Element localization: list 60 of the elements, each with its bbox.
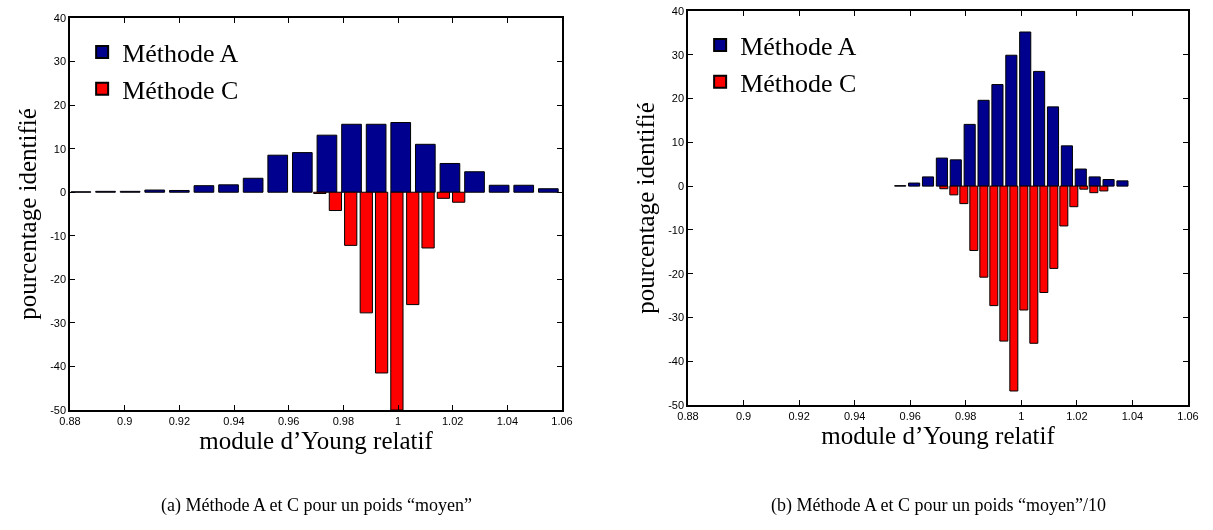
y-tick-label: 0 [677,179,685,192]
text: (a) Méthode A et C pour un poids “moyen” [161,495,472,516]
bar [513,184,535,193]
y-tick-label: -30 [668,311,685,324]
y-axis-title: pourcentage identifié [632,102,660,314]
bar [935,157,948,187]
legend-label: Méthode A [740,32,857,62]
y-axis-title: pourcentage identifié [14,108,42,320]
x-tick-label: 1.06 [551,414,573,427]
y-tick-label: -30 [50,316,67,329]
x-tick-label: 0.98 [332,414,355,427]
x-tick-label: 0.96 [899,409,921,422]
x-tick-label: 1.04 [496,414,519,427]
bar [242,177,264,193]
x-tick-label: 0.88 [677,409,699,422]
x-tick-label: 0.98 [955,409,977,422]
bar [218,184,239,193]
x-tick-label: 0.92 [168,414,191,427]
y-tick-label: -20 [668,267,685,280]
y-tick-label: -40 [668,355,685,368]
x-tick-label: 1.06 [1177,409,1199,422]
x-tick-label: 0.9 [117,414,133,427]
x-tick-label: 0.94 [223,414,245,427]
bar [193,185,215,193]
y-tick-label: 20 [53,98,67,111]
y-tick-label: 0 [59,186,67,199]
y-tick-label: -10 [50,229,67,242]
y-tick-label: 40 [53,11,67,24]
y-tick-label: -50 [50,403,67,416]
legend-label: Méthode C [122,75,239,105]
bar [267,154,289,193]
x-tick-label: 1.02 [441,414,464,427]
y-tick-label: 30 [53,55,67,68]
text: (b) Méthode A et C pour un poids “moyen”/10 [771,495,1106,516]
x-tick-label: 0.88 [59,414,81,427]
y-tick-label: -40 [50,360,67,373]
x-tick-label: 0.96 [277,414,300,427]
x-tick-label: 1 [394,414,402,427]
y-tick-label: 10 [53,142,67,155]
y-tick-label: 20 [671,92,685,105]
legend-label: Méthode C [740,68,857,98]
x-tick-label: 0.94 [843,409,866,422]
x-axis-title: module d’Young relatif [821,422,1056,450]
y-tick-label: 10 [671,136,685,149]
x-tick-label: 1 [1018,409,1025,422]
y-tick-label: -50 [668,398,685,411]
bar [144,189,166,193]
bar [908,182,921,187]
y-tick-label: 40 [671,4,685,17]
y-tick-label: -20 [50,273,67,286]
x-tick-label: 1.02 [1066,409,1088,422]
x-axis-title: module d’Young relatif [199,427,434,455]
bar [921,176,935,187]
x-tick-label: 0.9 [735,409,752,422]
x-tick-label: 0.92 [788,409,810,422]
legend-label: Méthode A [122,39,239,69]
x-tick-label: 1.04 [1121,409,1144,422]
y-tick-label: -10 [668,223,685,236]
y-tick-label: 30 [671,48,685,61]
bar [488,184,510,193]
